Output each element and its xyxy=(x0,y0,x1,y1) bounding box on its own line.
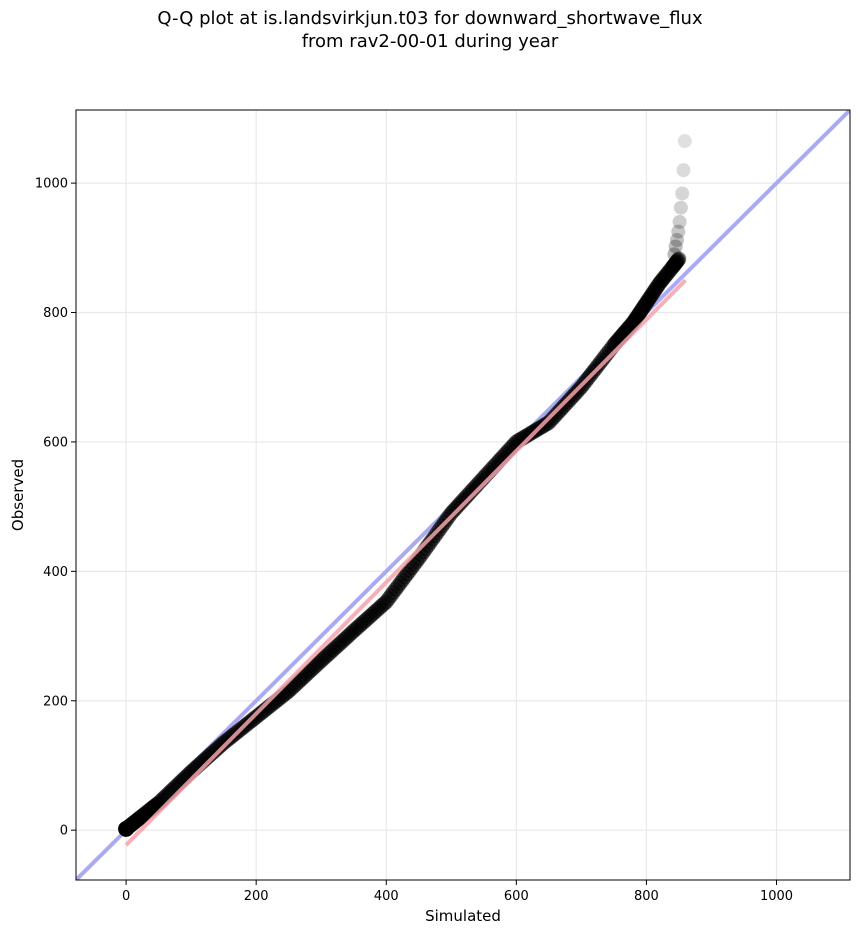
points xyxy=(118,134,692,837)
quantile-point xyxy=(632,305,648,321)
tail-point xyxy=(668,239,683,254)
quantile-point xyxy=(651,275,667,291)
quantile-point xyxy=(643,288,659,304)
quantile-point xyxy=(118,820,135,837)
quantile-point xyxy=(641,291,657,307)
y-axis-label: Observed xyxy=(9,459,27,531)
quantile-point xyxy=(639,293,655,309)
quantile-point xyxy=(629,309,645,325)
quantile-point xyxy=(665,259,681,275)
y-tick-label: 600 xyxy=(43,435,68,450)
tail-point xyxy=(672,214,687,229)
quantile-point xyxy=(671,251,687,267)
x-tick-label: 200 xyxy=(244,889,269,904)
x-tick-label: 1000 xyxy=(760,889,793,904)
quantile-point xyxy=(662,263,678,279)
quantile-point xyxy=(642,289,658,305)
fit-line xyxy=(124,278,687,847)
x-tick-label: 600 xyxy=(504,889,529,904)
quantile-point xyxy=(670,253,686,269)
quantile-point xyxy=(637,298,653,314)
quantile-point xyxy=(640,292,656,308)
quantile-point xyxy=(668,254,684,270)
y-tick-label: 800 xyxy=(43,306,68,321)
quantile-point xyxy=(670,251,686,267)
quantile-point xyxy=(637,296,653,312)
quantile-point xyxy=(634,302,650,318)
quantile-point xyxy=(635,300,651,316)
x-axis-label: Simulated xyxy=(425,907,501,925)
quantile-point xyxy=(669,253,685,269)
quantile-point xyxy=(658,267,674,283)
quantile-point xyxy=(665,258,681,274)
quantile-point xyxy=(628,310,644,326)
quantile-point xyxy=(660,265,676,281)
quantile-point xyxy=(657,268,673,284)
quantile-point xyxy=(667,256,683,272)
quantile-point xyxy=(638,295,654,311)
quantile-point xyxy=(652,274,668,290)
x-tick-label: 0 xyxy=(122,889,130,904)
quantile-point xyxy=(646,284,662,300)
ticks: 0 200 400 600 800 1000 0 200 400 600 800 1000 xyxy=(35,177,793,904)
plot-frame xyxy=(75,109,851,881)
tail-point xyxy=(677,134,692,149)
x-tick-label: 800 xyxy=(634,889,659,904)
quantile-point xyxy=(666,257,682,273)
tail-point xyxy=(676,163,691,178)
quantile-point xyxy=(670,252,686,268)
quantile-point xyxy=(645,285,661,301)
quantile-point xyxy=(668,255,684,271)
y-tick-label: 0 xyxy=(60,824,68,839)
quantile-point xyxy=(653,273,669,289)
tail-point xyxy=(669,233,684,248)
quantile-point xyxy=(630,307,646,323)
tail-point xyxy=(671,224,686,239)
quantile-point xyxy=(669,254,685,270)
quantile-point xyxy=(661,264,677,280)
quantile-point xyxy=(649,280,665,296)
chart-title-line-2: from rav2-00-01 during year xyxy=(301,31,559,52)
quantile-point xyxy=(664,260,680,276)
quantile-point xyxy=(656,270,672,286)
quantile-point xyxy=(631,306,647,322)
quantile-point xyxy=(636,299,652,315)
quantile-point xyxy=(667,256,683,272)
x-tick-label: 400 xyxy=(374,889,399,904)
chart-title-line-1: Q-Q plot at is.landsvirkjun.t03 for down… xyxy=(157,8,703,29)
y-tick-label: 200 xyxy=(43,694,68,709)
y-tick-label: 400 xyxy=(43,565,68,580)
grid xyxy=(76,110,850,880)
tail-point xyxy=(667,247,682,262)
y-tick-label: 1000 xyxy=(35,177,68,192)
quantile-point xyxy=(654,272,670,288)
quantile-point xyxy=(655,271,671,287)
tail-point xyxy=(673,200,688,215)
quantile-point xyxy=(633,303,649,319)
tail-point xyxy=(675,186,690,201)
quantile-point xyxy=(644,287,660,303)
quantile-point xyxy=(650,277,666,293)
quantile-point xyxy=(647,282,663,298)
quantile-point xyxy=(664,259,680,275)
quantile-point xyxy=(663,262,679,278)
quantile-point xyxy=(648,281,664,297)
quantile-point xyxy=(650,278,666,294)
quantile-point xyxy=(659,266,675,282)
quantile-point xyxy=(666,257,682,273)
